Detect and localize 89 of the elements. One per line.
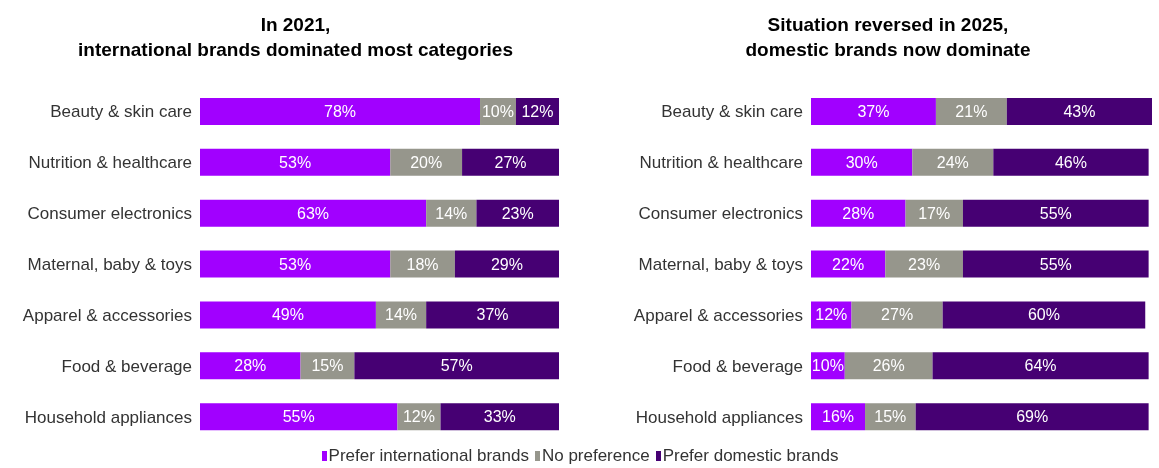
data-label: 53% — [279, 153, 312, 171]
y-tick-label: Household appliances — [635, 407, 803, 427]
bar — [885, 250, 963, 278]
bar — [200, 98, 481, 125]
data-label: 22% — [832, 255, 865, 273]
bar — [426, 301, 559, 329]
data-label: 24% — [936, 153, 969, 171]
bar — [962, 199, 1149, 227]
bar — [811, 148, 913, 176]
data-label: 55% — [1039, 255, 1072, 273]
y-tick-label: Apparel & accessories — [22, 305, 192, 325]
y-tick-label: Food & beverage — [672, 356, 803, 376]
bar — [851, 301, 943, 329]
data-label: 15% — [311, 357, 344, 375]
data-label: 14% — [435, 204, 468, 222]
data-label: 78% — [323, 103, 357, 120]
bar — [462, 148, 559, 176]
chart-title: Situation reversed in 2025, domestic brands now dominate — [744, 13, 1032, 62]
bar — [354, 352, 559, 380]
data-label: 55% — [1039, 204, 1072, 222]
y-tick-label: Apparel & accessories — [633, 305, 803, 325]
bar — [200, 403, 398, 431]
bar — [200, 199, 427, 227]
y-tick-label: Beauty & skin care — [661, 102, 803, 122]
y-tick-label: Nutrition & healthcare — [28, 153, 192, 173]
bar — [993, 148, 1149, 176]
data-label: 18% — [406, 255, 439, 273]
data-label: 63% — [297, 204, 330, 222]
data-label: 28% — [842, 204, 875, 222]
data-label: 23% — [501, 204, 534, 222]
data-label: 17% — [918, 204, 951, 222]
data-label: 55% — [282, 408, 315, 426]
data-label: 26% — [872, 357, 905, 375]
data-label: 64% — [1024, 357, 1057, 375]
bar — [962, 250, 1149, 278]
y-tick-label: Consumer electronics — [638, 204, 803, 224]
y-tick-label: Consumer electronics — [27, 204, 192, 224]
legend-label: Prefer international brands — [327, 446, 529, 465]
data-label: 12% — [521, 103, 554, 120]
data-label: 53% — [279, 255, 312, 273]
bar — [942, 301, 1146, 329]
chart-title: In 2021, international brands dominated most categories — [77, 13, 514, 62]
bar — [200, 250, 391, 278]
bar — [935, 98, 1007, 125]
data-label: 57% — [440, 357, 473, 375]
data-label: 43% — [1063, 103, 1096, 120]
data-label: 30% — [845, 153, 878, 171]
data-label: 23% — [908, 255, 941, 273]
bar — [811, 98, 936, 125]
data-label: 10% — [481, 103, 514, 120]
bar — [200, 148, 391, 176]
bar — [844, 352, 933, 380]
data-label: 21% — [955, 103, 988, 120]
data-label: 12% — [402, 408, 436, 426]
bar — [932, 352, 1149, 380]
y-tick-label: Maternal, baby & toys — [638, 255, 803, 275]
bar — [440, 403, 559, 431]
data-label: 20% — [410, 153, 443, 171]
data-label: 49% — [271, 306, 304, 324]
data-label: 29% — [490, 255, 523, 273]
data-label: 12% — [815, 306, 848, 324]
data-label: 69% — [1016, 408, 1049, 426]
bar — [200, 352, 301, 380]
bar — [811, 199, 906, 227]
y-tick-label: Beauty & skin care — [50, 102, 192, 122]
y-tick-label: Nutrition & healthcare — [639, 153, 803, 173]
data-label: 46% — [1054, 153, 1087, 171]
data-label: 16% — [821, 408, 855, 426]
y-tick-label: Maternal, baby & toys — [27, 255, 192, 275]
data-label: 60% — [1027, 306, 1060, 324]
data-label: 37% — [476, 306, 509, 324]
data-label: 15% — [874, 408, 907, 426]
y-tick-label: Food & beverage — [61, 356, 192, 376]
data-label: 27% — [881, 306, 914, 324]
data-label: 27% — [494, 153, 527, 171]
bar — [476, 199, 559, 227]
legend-label: No preference — [540, 446, 650, 465]
bar — [454, 250, 559, 278]
data-label: 37% — [857, 103, 890, 120]
data-label: 10% — [811, 357, 844, 375]
bar — [915, 403, 1149, 431]
data-label: 14% — [385, 306, 418, 324]
bar — [1006, 98, 1152, 125]
legend-label: Prefer domestic brands — [661, 446, 839, 465]
bar — [200, 301, 376, 329]
data-label: 33% — [483, 408, 516, 426]
y-tick-label: Household appliances — [24, 407, 192, 427]
bar — [912, 148, 994, 176]
data-label: 28% — [234, 357, 267, 375]
